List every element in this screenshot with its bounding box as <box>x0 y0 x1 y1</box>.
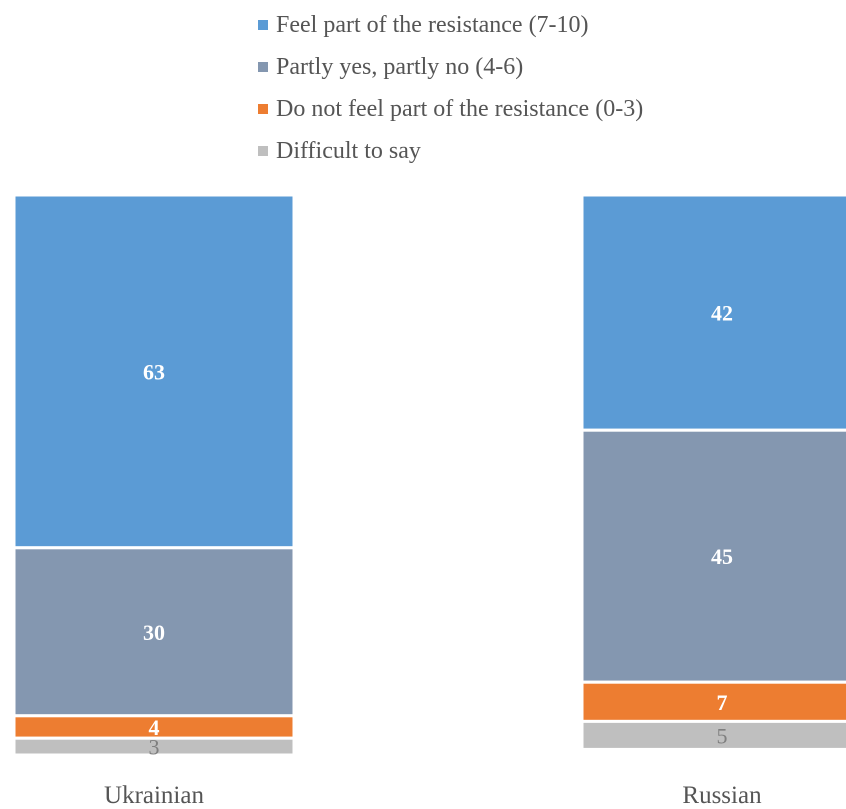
data-label-ukrainian-2: 4 <box>149 715 160 740</box>
legend: Feel part of the resistance (7-10) Partl… <box>258 4 643 172</box>
legend-swatch <box>258 20 268 30</box>
bars-layer <box>12 193 846 757</box>
legend-swatch <box>258 62 268 72</box>
bar-segment-russian-0 <box>580 193 846 432</box>
legend-item-difficult: Difficult to say <box>258 130 643 172</box>
data-label-russian-1: 45 <box>711 544 733 569</box>
bar-segment-russian-2 <box>580 680 846 723</box>
bar-segment-russian-3 <box>580 719 846 751</box>
data-label-ukrainian-0: 63 <box>143 359 165 384</box>
data-label-russian-2: 7 <box>717 690 728 715</box>
legend-label: Do not feel part of the resistance (0-3) <box>276 95 644 122</box>
data-label-ukrainian-3: 3 <box>149 735 160 760</box>
bar-segment-ukrainian-3 <box>12 736 296 757</box>
legend-item-partly: Partly yes, partly no (4-6) <box>258 46 643 88</box>
legend-label: Partly yes, partly no (4-6) <box>276 53 524 80</box>
category-label-russian: Russian <box>682 782 762 809</box>
legend-item-do-not-feel: Do not feel part of the resistance (0-3) <box>258 88 643 130</box>
legend-label: Feel part of the resistance (7-10) <box>276 11 589 38</box>
data-label-russian-0: 42 <box>711 301 733 326</box>
legend-swatch <box>258 146 268 156</box>
labels-layer: 63 30 43 Ukrainian 42 45 7 5 Russian <box>104 301 762 809</box>
legend-label: Difficult to say <box>276 137 421 164</box>
legend-swatch <box>258 104 268 114</box>
bar-segment-russian-1 <box>580 428 846 684</box>
category-label-ukrainian: Ukrainian <box>104 782 204 809</box>
data-label-ukrainian-1: 30 <box>143 620 165 645</box>
legend-item-feel-part: Feel part of the resistance (7-10) <box>258 4 643 46</box>
data-label-russian-3: 5 <box>717 723 728 748</box>
